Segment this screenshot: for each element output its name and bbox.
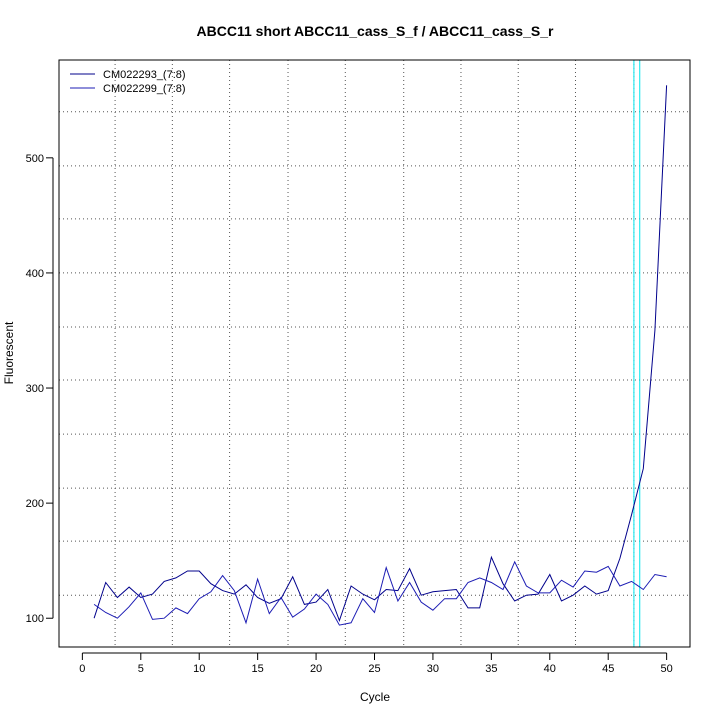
x-tick-label: 10 [193,663,205,675]
x-tick-label: 25 [368,663,380,675]
y-axis-label: Fluorescent [2,321,16,384]
x-tick-label: 45 [602,663,614,675]
y-tick-label: 200 [26,498,44,510]
y-axis: 100 200 300 400 500 [26,153,54,625]
y-tick-label: 400 [26,268,44,280]
threshold-lines [633,60,641,647]
series-line [93,85,668,622]
x-axis: 0 5 10 15 20 25 30 35 40 45 50 [79,652,673,675]
x-tick-label: 0 [79,663,85,675]
y-tick-label: 500 [26,153,44,165]
x-tick-label: 5 [138,663,144,675]
x-axis-label: Cycle [360,690,390,704]
chart-title: ABCC11 short ABCC11_cass_S_f / ABCC11_ca… [197,23,554,39]
legend-label: CM022299_(7:8) [103,83,186,95]
x-tick-label: 30 [427,663,439,675]
x-tick-label: 15 [252,663,264,675]
x-tick-label: 35 [485,663,497,675]
x-tick-label: 40 [544,663,556,675]
y-tick-label: 300 [26,383,44,395]
series-line [93,560,667,626]
legend-label: CM022293_(7:8) [103,69,186,81]
x-tick-label: 20 [310,663,322,675]
legend: CM022293_(7:8) CM022299_(7:8) [70,69,186,95]
x-tick-label: 50 [661,663,673,675]
y-tick-label: 100 [26,613,44,625]
plot-frame [58,59,691,648]
data-series [93,85,668,626]
